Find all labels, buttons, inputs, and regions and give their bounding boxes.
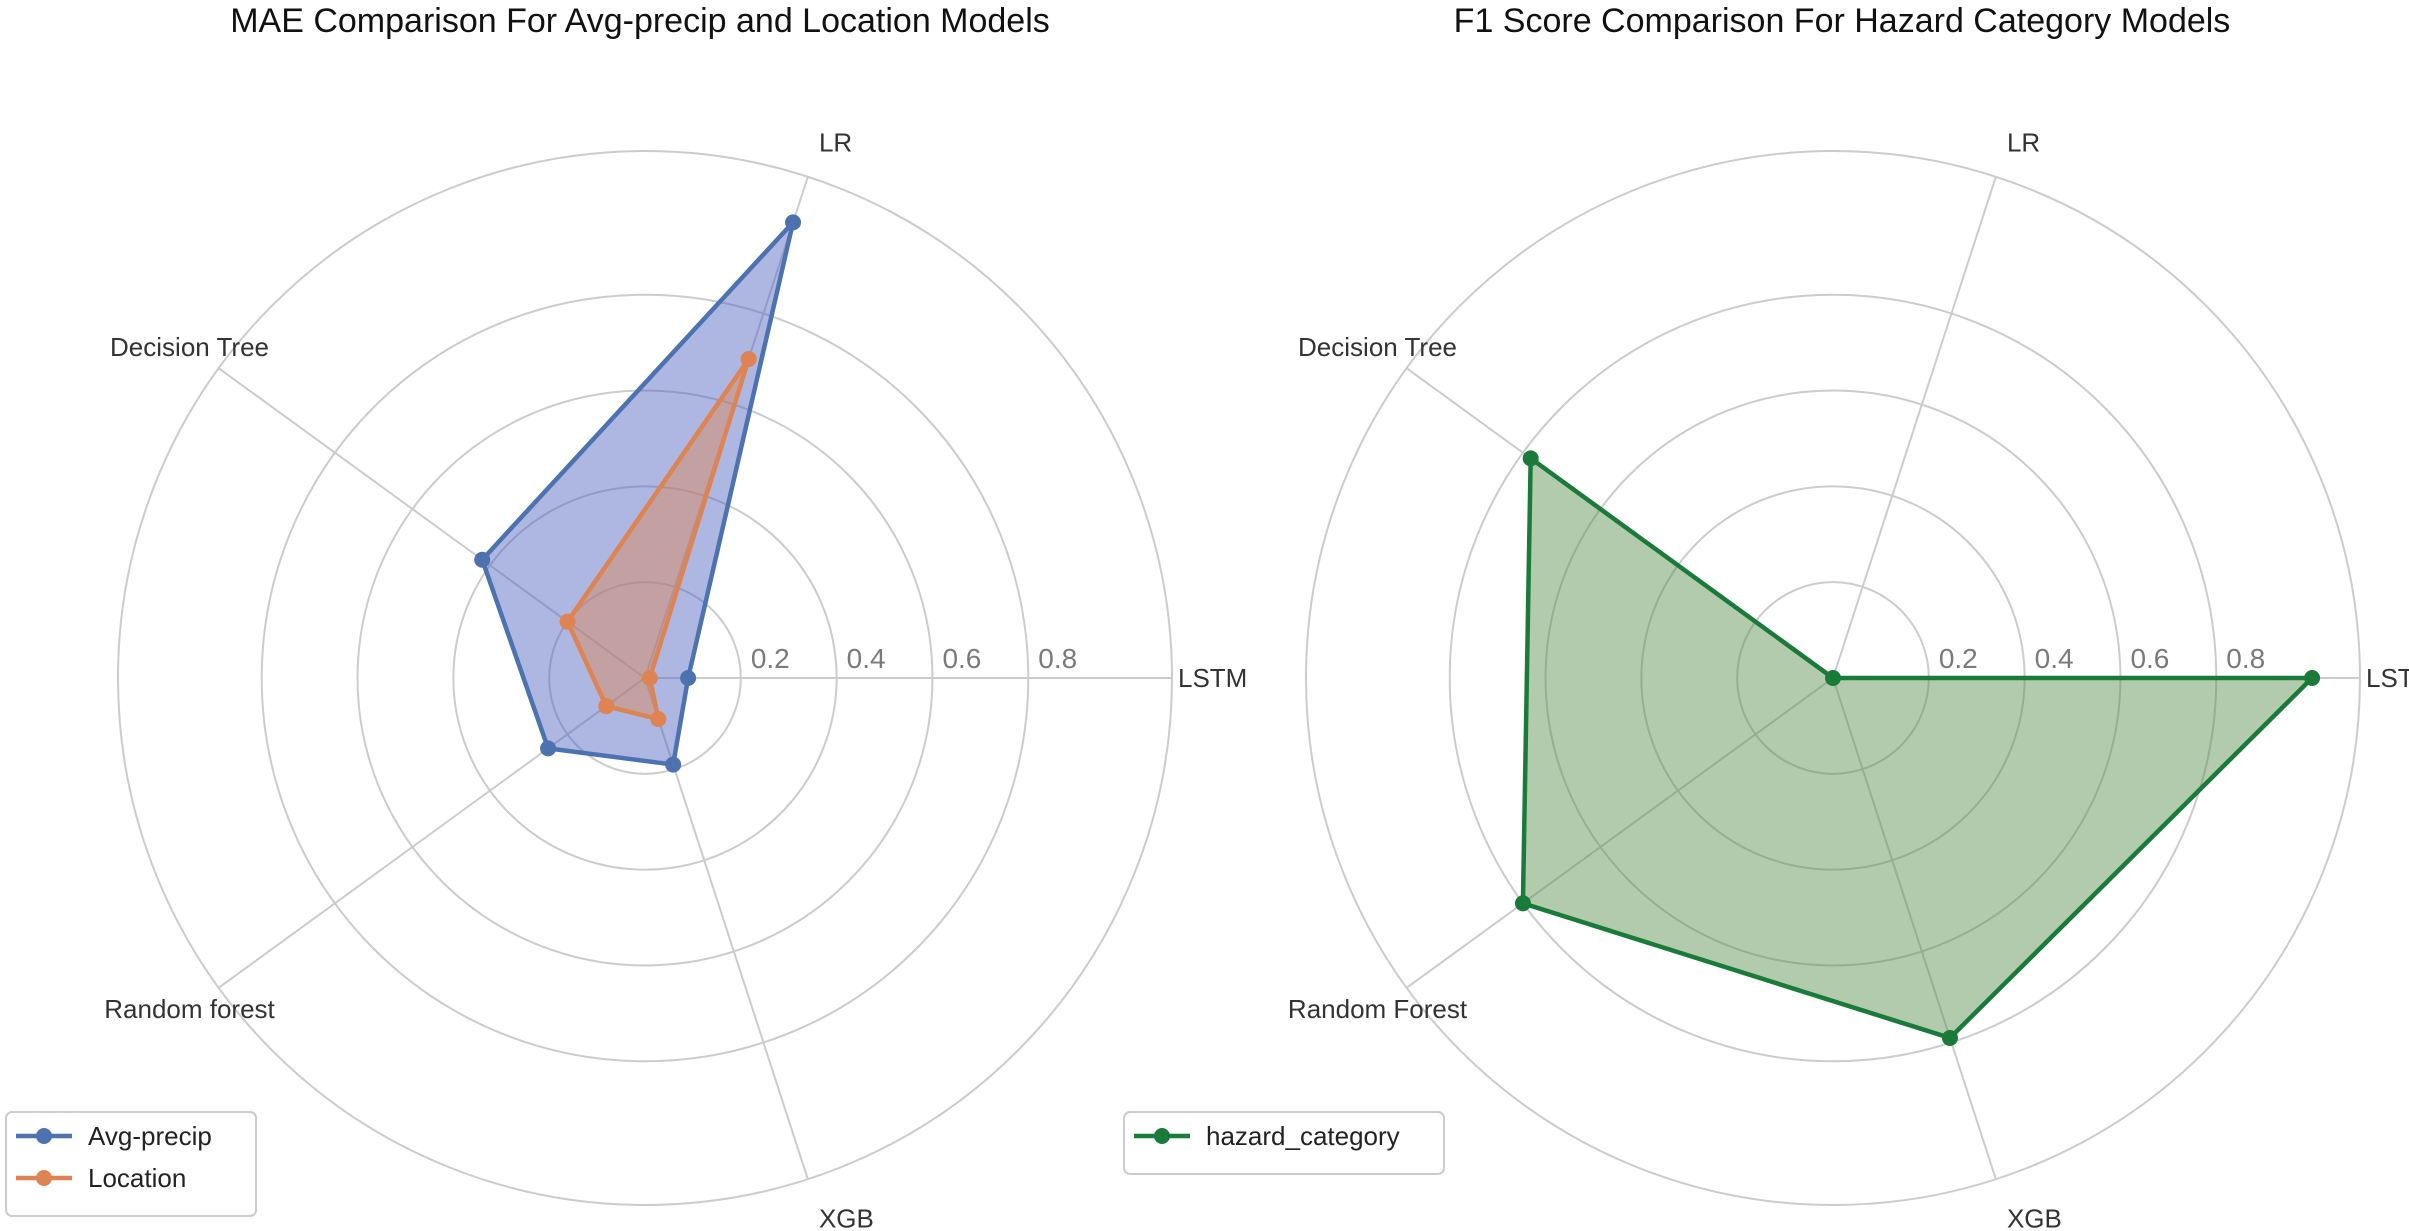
radial-tick-label: 0.2 <box>751 643 790 674</box>
legend-marker <box>36 1128 52 1144</box>
legend-item-hazard-category: hazard_category <box>1134 1121 1400 1151</box>
f1-radar-chart: F1 Score Comparison For Hazard Category … <box>1123 2 2409 1231</box>
data-point-random-forest <box>540 740 557 757</box>
series-area <box>567 359 749 720</box>
legend-label: hazard_category <box>1206 1121 1400 1151</box>
category-label-lr: LR <box>819 128 852 158</box>
data-point-random-forest <box>598 698 615 715</box>
series-location <box>559 351 757 728</box>
legend: hazard_category <box>1123 1111 1445 1175</box>
spoke-line <box>218 677 646 989</box>
data-point-xgb <box>665 756 682 773</box>
category-label-lstm: LSTM <box>1178 663 1247 693</box>
radial-tick-label: 0.6 <box>942 643 981 674</box>
data-point-xgb <box>650 711 667 728</box>
data-point-lstm <box>2304 670 2321 686</box>
series-area <box>482 222 794 765</box>
radial-tick-label: 0.8 <box>2226 643 2265 674</box>
category-label-random-forest: Random forest <box>104 994 275 1024</box>
data-point-decision-tree <box>474 551 491 568</box>
category-label-random-forest: Random Forest <box>1288 994 1468 1024</box>
category-label-xgb: XGB <box>2007 1203 2062 1231</box>
data-point-decision-tree <box>559 613 576 630</box>
series-avg-precip <box>474 214 802 773</box>
series-hazard-category <box>1514 450 2321 1046</box>
legend-box <box>1123 1111 1445 1175</box>
legend-marker <box>36 1170 52 1186</box>
series-line <box>479 220 796 767</box>
category-label-decision-tree: Decision Tree <box>110 332 269 362</box>
data-point-lr <box>1825 670 1841 686</box>
radial-tick-label: 0.4 <box>847 643 886 674</box>
legend-marker <box>1154 1128 1170 1144</box>
data-point-lr <box>785 214 802 231</box>
spoke-line <box>1832 176 1997 679</box>
radial-tick-label: 0.4 <box>2035 643 2074 674</box>
data-point-xgb <box>1941 1029 1958 1046</box>
category-label-xgb: XGB <box>819 1203 874 1231</box>
legend: Avg-precip Location <box>5 1111 257 1217</box>
radial-tick-label: 0.8 <box>1038 643 1077 674</box>
mae-radar-chart: MAE Comparison For Avg-precip and Locati… <box>5 2 1247 1231</box>
category-label-lr: LR <box>2007 128 2040 158</box>
chart-title: F1 Score Comparison For Hazard Category … <box>1454 2 2231 40</box>
data-point-random-forest <box>1514 895 1531 912</box>
legend-item-location: Location <box>16 1163 186 1193</box>
spoke-line <box>1406 677 1834 989</box>
series-area <box>1522 458 2313 1038</box>
spoke-line <box>1832 677 1997 1180</box>
radial-tick-label: 0.6 <box>2130 643 2169 674</box>
data-point-decision-tree <box>1522 450 1539 467</box>
radial-tick-label: 0.2 <box>1939 643 1978 674</box>
legend-label: Avg-precip <box>88 1121 212 1151</box>
category-label-lstm: LSTM <box>2366 663 2409 693</box>
legend-label: Location <box>88 1163 186 1193</box>
legend-item-avg-precip: Avg-precip <box>16 1121 212 1151</box>
data-point-lstm <box>641 670 658 686</box>
data-point-lr <box>740 351 757 368</box>
series-line <box>1520 456 2315 1041</box>
data-point-lstm <box>680 670 697 686</box>
chart-title: MAE Comparison For Avg-precip and Locati… <box>230 2 1050 40</box>
category-label-decision-tree: Decision Tree <box>1298 332 1457 362</box>
